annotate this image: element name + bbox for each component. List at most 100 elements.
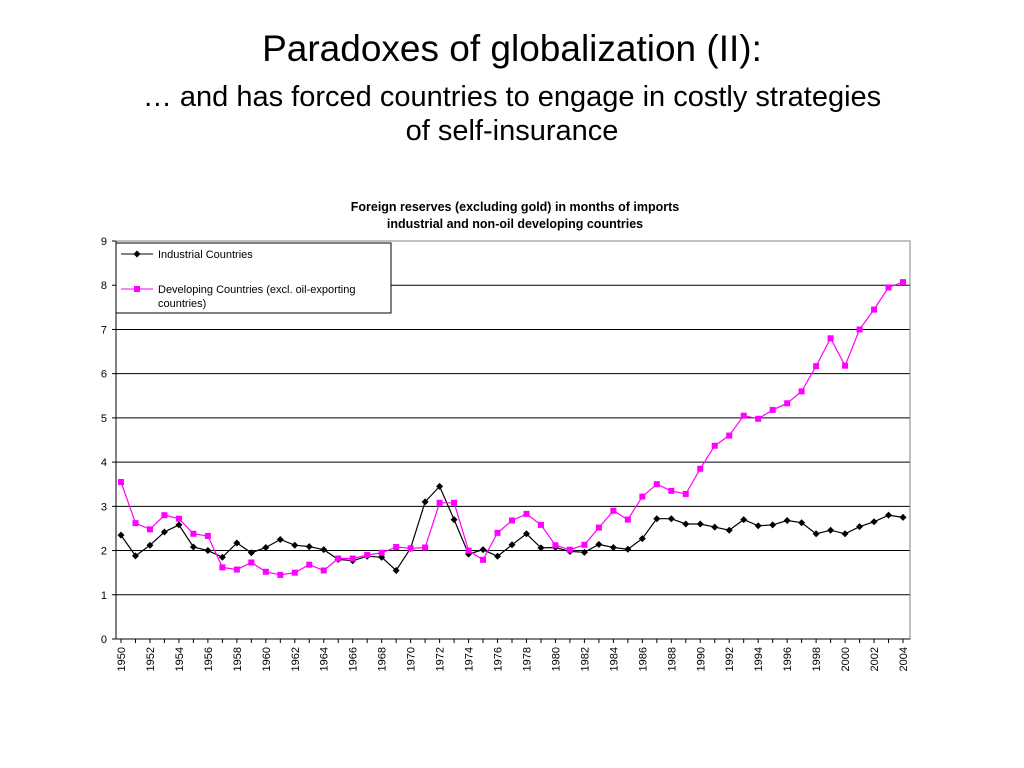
x-tick-label-1992: 1992 [724, 647, 736, 671]
point-0-1960 [262, 543, 270, 551]
x-tick-label-1954: 1954 [174, 647, 186, 671]
point-0-2004 [899, 513, 907, 521]
point-0-1995 [769, 521, 777, 529]
point-1-1981 [566, 546, 573, 553]
point-1-1999 [827, 335, 834, 342]
point-1-1971 [422, 544, 429, 551]
point-1-1974 [465, 547, 472, 554]
point-0-1952 [146, 541, 154, 549]
y-tick-label-4: 4 [101, 457, 107, 469]
chart-title-line-1: Foreign reserves (excluding gold) in mon… [351, 200, 680, 214]
point-1-1966 [349, 555, 356, 562]
slide-subtitle: … and has forced countries to engage in … [0, 80, 1024, 148]
point-1-1995 [769, 406, 776, 413]
y-tick-label-3: 3 [101, 501, 107, 513]
y-tick-label-8: 8 [101, 280, 107, 292]
point-1-1992 [726, 432, 733, 439]
point-1-1953 [161, 512, 168, 519]
point-0-1983 [595, 540, 603, 548]
x-tick-label-1974: 1974 [464, 647, 476, 671]
point-1-1952 [146, 526, 153, 533]
point-0-1997 [798, 519, 806, 527]
x-tick-label-1978: 1978 [521, 647, 533, 671]
point-0-1991 [711, 523, 719, 531]
point-0-1973 [450, 516, 458, 524]
point-1-1959 [248, 559, 255, 566]
point-0-1961 [276, 536, 284, 543]
x-tick-label-1980: 1980 [550, 647, 562, 671]
point-0-1959 [247, 549, 255, 557]
point-1-1997 [798, 388, 805, 395]
point-1-1970 [407, 545, 414, 552]
point-1-1982 [581, 541, 588, 548]
point-1-1960 [262, 568, 269, 575]
series-line-1 [120, 281, 904, 576]
series-line-0 [120, 485, 904, 572]
point-1-1980 [552, 542, 559, 549]
slide-title-block: Paradoxes of globalization (II): … and h… [0, 28, 1024, 148]
legend-label-developing-line-1: Developing Countries (excl. oil-exportin… [158, 284, 355, 296]
x-tick-label-1986: 1986 [637, 647, 649, 671]
point-0-1999 [827, 526, 835, 534]
x-tick-label-1994: 1994 [753, 647, 765, 671]
legend-label-developing-line-2: countries) [158, 298, 206, 310]
point-0-1984 [609, 543, 617, 551]
legend-marker-industrial [133, 250, 141, 258]
point-1-1961 [277, 571, 284, 578]
chart-title-line-2: industrial and non-oil developing countr… [387, 217, 643, 231]
point-0-1985 [624, 545, 632, 553]
point-1-1965 [335, 555, 342, 562]
slide-subtitle-line-2: of self-insurance [405, 115, 619, 147]
point-1-1993 [740, 412, 747, 419]
point-0-1964 [320, 546, 328, 554]
x-tick-label-1956: 1956 [203, 647, 215, 671]
point-1-2002 [871, 306, 878, 313]
point-1-1962 [291, 569, 298, 576]
point-0-1955 [189, 543, 197, 551]
point-1-1989 [682, 490, 689, 497]
x-tick-label-1968: 1968 [377, 647, 389, 671]
x-tick-label-1976: 1976 [493, 647, 505, 671]
y-tick-label-9: 9 [101, 236, 107, 248]
point-0-1998 [812, 530, 820, 538]
slide-title: Paradoxes of globalization (II): [262, 28, 762, 69]
x-tick-label-1984: 1984 [608, 647, 620, 671]
point-1-1979 [537, 521, 544, 528]
point-1-1990 [697, 465, 704, 472]
point-1-1983 [595, 524, 602, 531]
point-0-1962 [291, 541, 299, 549]
x-tick-label-1958: 1958 [232, 647, 244, 671]
point-1-1976 [494, 529, 501, 536]
series-layer [117, 279, 907, 578]
y-tick-label-2: 2 [101, 546, 107, 558]
point-0-1994 [754, 522, 762, 530]
x-tick-label-1998: 1998 [811, 647, 823, 671]
point-1-1985 [624, 516, 631, 523]
legend-marker-developing [134, 286, 140, 292]
legend: Industrial Countries Developing Countrie… [115, 242, 392, 314]
point-0-1977 [508, 541, 516, 549]
point-0-1956 [204, 547, 212, 555]
point-0-1993 [740, 516, 748, 524]
point-1-2000 [842, 362, 849, 369]
legend-box [115, 242, 392, 314]
point-0-1971 [421, 498, 429, 506]
point-0-1979 [537, 544, 545, 552]
y-tick-label-7: 7 [101, 324, 107, 336]
point-1-1986 [639, 493, 646, 500]
point-0-1978 [522, 530, 530, 538]
point-1-1998 [813, 363, 820, 370]
x-tick-label-1996: 1996 [782, 647, 794, 671]
point-1-1969 [393, 544, 400, 551]
point-1-1956 [204, 532, 211, 539]
point-1-1996 [784, 400, 791, 407]
y-tick-label-6: 6 [101, 369, 107, 381]
point-1-1984 [610, 507, 617, 514]
point-1-1978 [523, 510, 530, 517]
point-1-1968 [378, 549, 385, 556]
x-tick-label-1950: 1950 [116, 647, 128, 671]
point-1-1994 [755, 415, 762, 422]
point-1-1973 [451, 499, 458, 506]
point-0-1996 [783, 516, 791, 524]
point-1-1963 [306, 561, 313, 568]
